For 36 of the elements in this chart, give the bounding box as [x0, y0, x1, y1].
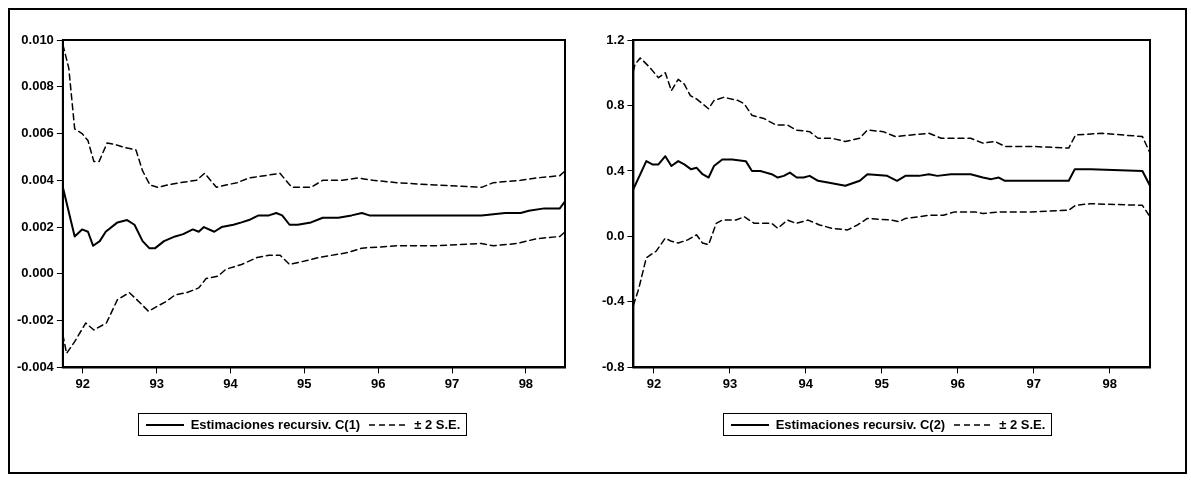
legend-label: Estimaciones recursiv. C(1): [190, 417, 361, 432]
y-tick-label: 0.002: [21, 218, 54, 234]
y-tick-label: 0.004: [21, 171, 55, 187]
x-tick-label: 98: [1102, 375, 1117, 391]
legend-label: ± 2 S.E.: [414, 417, 461, 432]
legend-label: Estimaciones recursiv. C(2): [775, 417, 946, 432]
y-tick-label: -0.004: [16, 358, 55, 374]
x-tick-label: 97: [1026, 375, 1041, 391]
line-series: [633, 57, 1150, 154]
legend-label: ± 2 S.E.: [999, 417, 1046, 432]
x-tick-label: 96: [950, 375, 966, 391]
x-tick-label: 98: [518, 375, 534, 391]
x-tick-label: 92: [646, 375, 662, 391]
x-tick-label: 93: [149, 375, 164, 391]
y-tick-label: 0.010: [21, 31, 54, 47]
y-tick-label: -0.4: [601, 293, 626, 309]
x-tick-label: 93: [722, 375, 738, 391]
y-tick-label: -0.8: [601, 358, 625, 374]
y-tick-label: 0.0: [606, 228, 625, 244]
x-tick-label: 94: [798, 375, 814, 391]
y-tick-label: 1.2: [606, 31, 625, 47]
x-tick-label: 95: [297, 375, 312, 391]
figure-frame: 92 93 94 95 96 97 98 -0.004 -0.002 0.000 0.002 0.004 0.006 0.008 0.010 Estimaciones recursiv. C(1) ± 2 S.E. 92 93 94 95 96 97 98 -0.8 -0.4 0.0 0.4 0.8 1.2 Estimaciones recursiv. C(2) ± 2 S.E.: [8, 8, 1187, 474]
y-tick-label: 0.000: [21, 265, 54, 281]
x-tick-label: 94: [223, 375, 239, 391]
y-tick-label: -0.002: [16, 312, 54, 328]
y-tick-label: 0.006: [21, 125, 54, 141]
y-tick-label: 0.4: [606, 162, 626, 178]
x-tick-label: 97: [444, 375, 460, 391]
y-tick-label: 0.8: [606, 97, 625, 113]
x-tick-label: 92: [75, 375, 91, 391]
x-tick-label: 95: [874, 375, 890, 391]
line-series: [62, 231, 565, 355]
x-tick-label: 96: [370, 375, 386, 391]
y-tick-label: 0.008: [21, 78, 54, 94]
line-series: [633, 202, 1150, 306]
